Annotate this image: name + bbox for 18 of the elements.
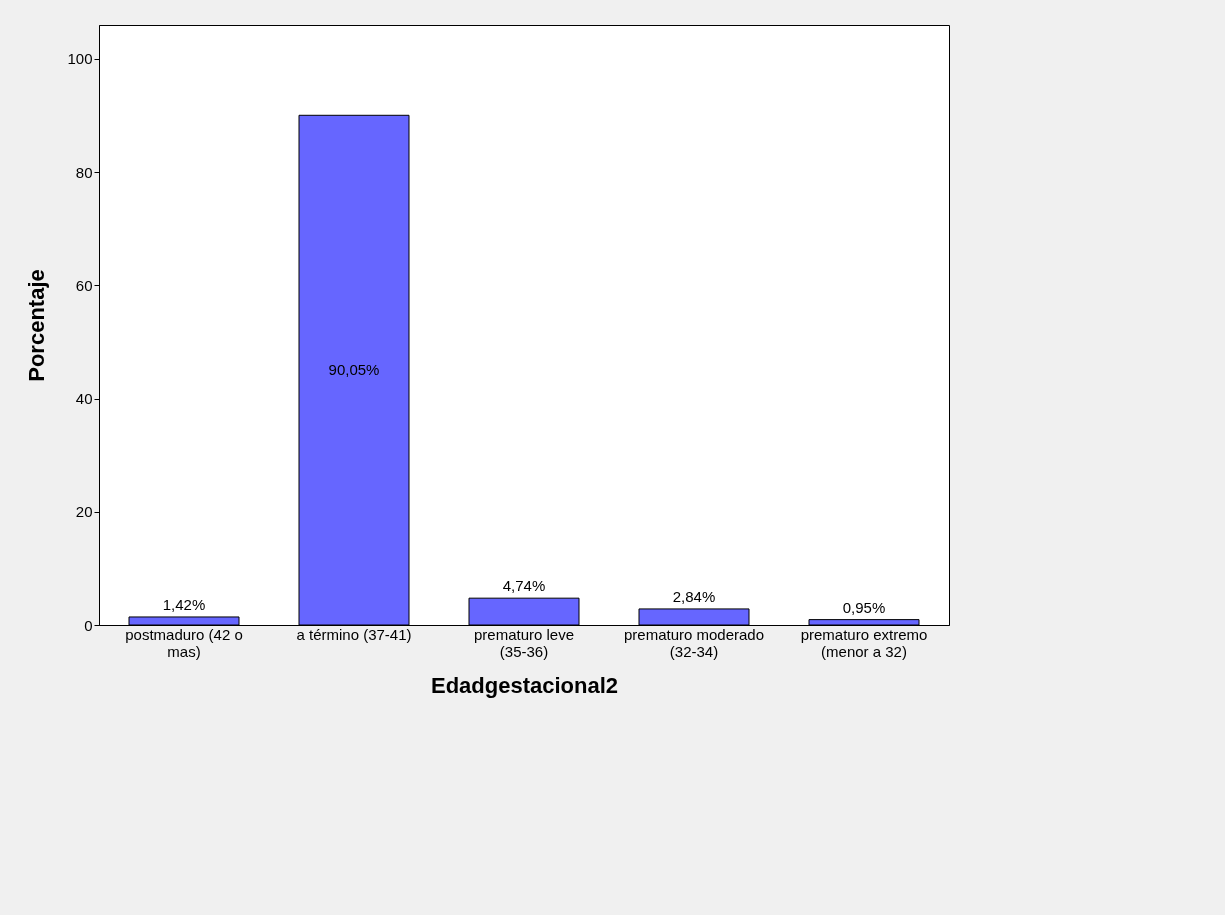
x-tick-label: prematuro leve (35-36) [473,625,575,660]
x-axis-title: Edadgestacional2 [430,672,619,698]
y-tick-label: 80 [75,163,93,181]
data-label: 0,95% [842,598,886,616]
data-label: 2,84% [672,587,716,605]
x-tick-label: postmaduro (42 o mas) [125,625,243,660]
x-tick-label: a término (37-41) [296,625,412,643]
y-tick-label: 0 [84,616,93,634]
data-label: 90,05% [328,361,380,379]
data-label: 4,74% [502,577,546,595]
y-axis-title: Porcentaje [24,269,50,382]
y-tick-label: 20 [75,503,93,521]
data-label: 1,42% [162,595,206,613]
y-tick-label: 40 [75,390,93,408]
x-tick-label: prematuro extremo (menor a 32) [800,625,928,660]
y-tick-label: 60 [75,276,93,294]
x-tick-label: prematuro moderado (32-34) [623,625,765,660]
y-tick-label: 100 [67,50,93,68]
